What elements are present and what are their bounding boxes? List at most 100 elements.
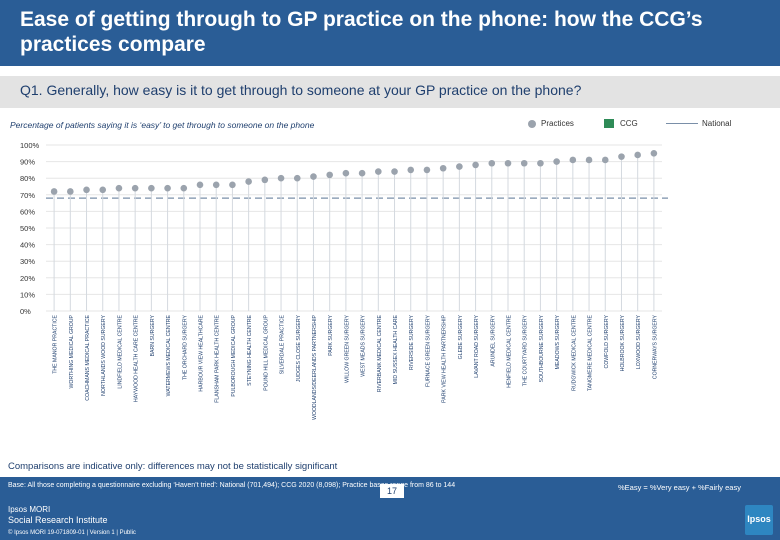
practice-marker xyxy=(131,184,139,192)
practice-marker xyxy=(585,156,593,164)
y-tick-label: 100% xyxy=(20,141,40,150)
practice-marker xyxy=(504,159,512,167)
legend-ccg-label: CCG xyxy=(620,119,638,128)
x-category-label: LOXWOOD SURGERY xyxy=(636,314,642,369)
x-category-label: MEADOWS SURGERY xyxy=(555,314,561,369)
legend-practices-label: Practices xyxy=(541,119,574,128)
practice-marker xyxy=(212,181,220,189)
practice-marker xyxy=(488,159,496,167)
y-tick-label: 70% xyxy=(20,191,35,200)
x-category-label: ARUNDEL SURGERY xyxy=(490,314,496,366)
x-category-label: HENFIELD MEDICAL CENTRE xyxy=(507,314,513,387)
badge-label: Ipsos xyxy=(747,514,771,524)
x-category-label: SOUTHBOURNE SURGERY xyxy=(539,314,545,382)
x-category-label: BARN SURGERY xyxy=(150,314,156,356)
y-tick-label: 0% xyxy=(20,307,31,316)
x-category-label: THE MANOR PRACTICE xyxy=(53,314,59,373)
practice-marker xyxy=(261,176,269,184)
y-tick-label: 30% xyxy=(20,257,35,266)
x-category-label: LAVANT ROAD SURGERY xyxy=(474,314,480,377)
x-category-label: RIVERSIDE SURGERY xyxy=(409,314,415,370)
x-category-label: MID SUSSEX HEALTH CARE xyxy=(393,314,399,384)
practice-marker xyxy=(342,169,350,177)
x-category-label: HOLBROOK SURGERY xyxy=(620,314,626,371)
x-category-label: COWFOLD SURGERY xyxy=(604,314,610,368)
ipsos-badge: Ipsos xyxy=(745,505,773,535)
x-category-label: HAYWOOD HEALTH CARE CENTRE xyxy=(134,314,140,402)
x-category-label: CORNERWAYS SURGERY xyxy=(652,314,658,379)
practice-marker xyxy=(180,184,188,192)
x-category-label: WILLOW GREEN SURGERY xyxy=(344,314,350,382)
practice-marker xyxy=(456,163,463,170)
practice-marker xyxy=(310,173,317,180)
chart-title: Percentage of patients saying it is ‘eas… xyxy=(10,120,315,130)
logo-line-1: Ipsos MORI xyxy=(8,505,51,514)
practice-marker xyxy=(634,151,641,159)
practice-marker xyxy=(553,158,560,165)
practice-marker xyxy=(67,188,74,195)
x-category-label: WATERMEWS MEDICAL CENTRE xyxy=(166,314,172,396)
x-category-label: NORTHLANDS WOOD SURGERY xyxy=(101,314,107,395)
copyright: © Ipsos MORI 19-071809-01 | Version 1 | … xyxy=(8,530,136,536)
x-category-label: PARK VIEW HEALTH PARTNERSHIP xyxy=(442,314,448,402)
practice-marker xyxy=(358,169,366,177)
practice-marker xyxy=(391,168,398,175)
base-text: Base: All those completing a questionnai… xyxy=(8,482,456,489)
page-title: Ease of getting through to GP practice o… xyxy=(20,8,703,56)
legend-ccg-marker xyxy=(604,119,614,128)
y-tick-label: 90% xyxy=(20,158,35,167)
y-tick-label: 50% xyxy=(20,224,35,233)
x-category-label: WORTHING MEDICAL GROUP xyxy=(69,314,75,388)
comparison-note: Comparisons are indicative only: differe… xyxy=(8,461,338,472)
header-bar: Ease of getting through to GP practice o… xyxy=(0,0,780,66)
practice-marker xyxy=(472,161,479,169)
x-category-label: COACHMANS MEDICAL PRACTICE xyxy=(85,314,91,400)
x-category-label: RIVERBANK MEDICAL CENTRE xyxy=(377,314,383,392)
x-category-label: POUND HILL MEDICAL GROUP xyxy=(263,314,269,390)
x-category-label: WOODLANDS/DEERLANDS PARTNERSHIP xyxy=(312,314,318,420)
practice-marker xyxy=(164,184,171,192)
practice-marker xyxy=(83,186,90,194)
x-category-label: SILVERDALE PRACTICE xyxy=(280,314,286,374)
practice-marker xyxy=(293,174,301,182)
x-category-label: FURNACE GREEN SURGERY xyxy=(425,314,431,387)
practice-marker xyxy=(439,164,447,172)
x-category-label: HARBOUR VIEW HEALTHCARE xyxy=(199,314,205,391)
practice-marker xyxy=(618,153,625,160)
logo-line-2: Social Research Institute xyxy=(8,515,108,525)
practice-marker xyxy=(50,188,58,195)
practice-marker xyxy=(229,181,236,189)
x-category-label: PARK SURGERY xyxy=(328,314,334,355)
x-category-label: LINDFIELD MEDICAL CENTRE xyxy=(117,314,123,388)
y-tick-label: 10% xyxy=(20,290,35,299)
x-category-label: THE COURTYARD SURGERY xyxy=(523,314,529,386)
y-tick-label: 60% xyxy=(20,207,35,216)
ipsos-mori-logo: Ipsos MORI Social Research Institute xyxy=(8,505,108,525)
practice-marker xyxy=(115,184,123,192)
practice-marker xyxy=(245,178,252,185)
x-category-label: JUDGES CLOSE SURGERY xyxy=(296,314,302,382)
x-category-label: WEST MEADS SURGERY xyxy=(361,314,367,376)
practice-marker xyxy=(520,159,528,167)
question-bar: Q1. Generally, how easy is it to get thr… xyxy=(0,76,780,108)
practice-marker xyxy=(569,156,577,164)
legend-practices-marker xyxy=(528,120,536,128)
x-category-label: TANGMERE MEDICAL CENTRE xyxy=(588,314,594,391)
practice-marker xyxy=(277,174,285,182)
x-category-label: GLEBE SURGERY xyxy=(458,314,464,359)
legend-national-label: National xyxy=(702,119,732,128)
practice-marker xyxy=(99,186,107,194)
practice-marker xyxy=(148,184,155,192)
practice-marker xyxy=(423,166,431,174)
x-category-label: THE ORCHARD SURGERY xyxy=(182,314,188,380)
easy-formula: %Easy = %Very easy + %Fairly easy xyxy=(618,483,741,492)
x-category-label: PULBOROUGH MEDICAL GROUP xyxy=(231,314,237,396)
y-tick-label: 40% xyxy=(20,241,35,250)
practice-marker xyxy=(601,156,609,164)
chart: 100% 90% 80% 70% 60% 50% 40% 30% 20% 10% 0% THE MAN… xyxy=(20,141,668,420)
practice-marker xyxy=(326,171,333,179)
practice-marker xyxy=(375,168,382,175)
x-category-label: RUDGWICK MEDICAL CENTRE xyxy=(571,314,577,390)
y-tick-label: 20% xyxy=(20,274,35,283)
practice-marker xyxy=(196,181,204,189)
